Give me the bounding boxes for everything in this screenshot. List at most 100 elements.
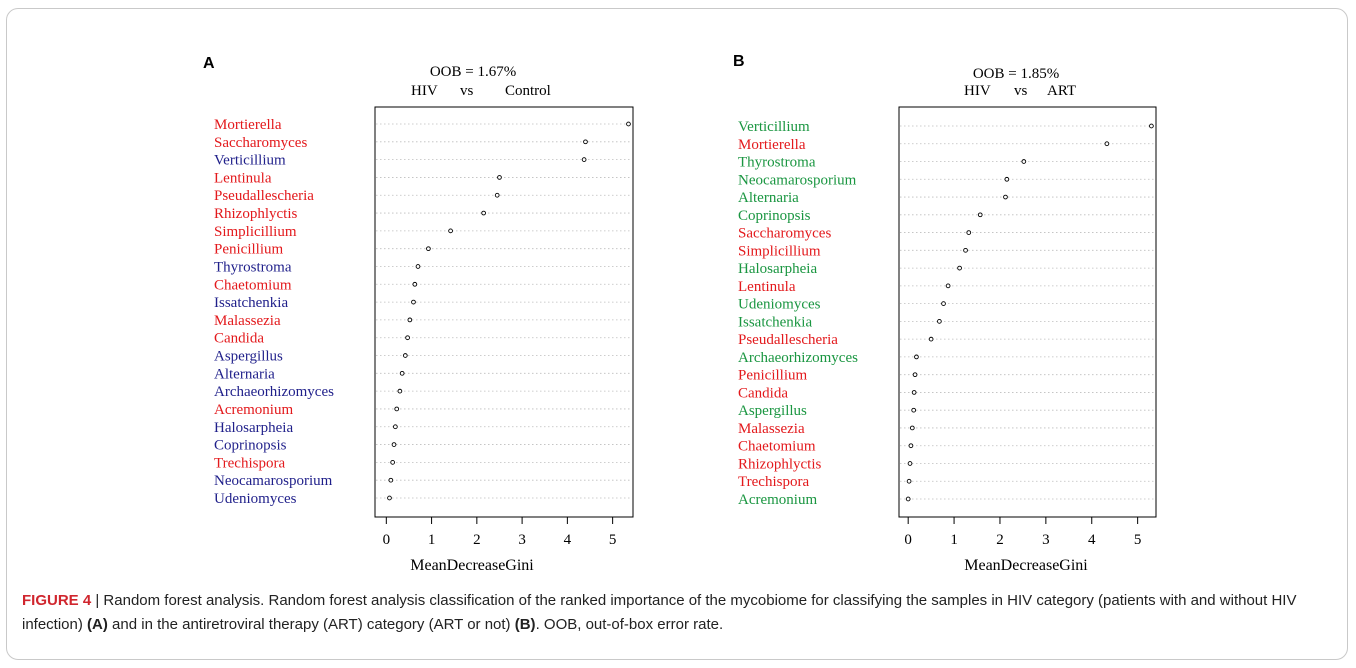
panel-a-vs-label: vs [460, 83, 474, 99]
panel-a-label-udeniomyces: Udeniomyces [214, 491, 297, 507]
panel-a-label-halosarpheia: Halosarpheia [214, 420, 293, 436]
panel-a-label-issatchenkia: Issatchenkia [214, 295, 288, 311]
panel-a-label-acremonium: Acremonium [214, 402, 293, 418]
panel-b-point-coprinopsis [977, 212, 983, 218]
panel-a-label-trechispora: Trechispora [214, 455, 285, 471]
panel-a-point-thyrostroma [415, 264, 421, 269]
panel-b-label-udeniomyces: Udeniomyces [738, 297, 821, 313]
panel-a-point-rhizophlyctis [481, 210, 486, 216]
panel-a-tick-label: 2 [473, 532, 481, 548]
panel-a-group1-label: HIV [411, 83, 438, 99]
panel-b-point-trechispora [906, 478, 912, 484]
panel-b-tick-label: 2 [996, 532, 1004, 548]
panel-a-point-simplicillium [448, 228, 453, 234]
panel-b-letter: B [733, 53, 745, 70]
panel-a-label-pseudallescheria: Pseudallescheria [214, 188, 314, 204]
caption-ref-a: (A) [87, 616, 108, 633]
caption-figure-label: FIGURE 4 [22, 592, 92, 609]
panel-a-point-pseudallescheria [494, 192, 500, 198]
panel-b-label-candida: Candida [738, 385, 788, 401]
panel-b-tick-label: 5 [1134, 532, 1142, 548]
panel-b-label-lentinula: Lentinula [738, 279, 796, 295]
panel-a-point-penicillium [426, 246, 431, 252]
caption-separator: | [91, 592, 104, 609]
panel-a-label-verticillium: Verticillium [214, 153, 286, 169]
panel-b-label-alternaria: Alternaria [738, 190, 799, 206]
panel-a-point-coprinopsis [391, 442, 397, 447]
panel-a-label-coprinopsis: Coprinopsis [214, 438, 287, 454]
panel-a-label-saccharomyces: Saccharomyces [214, 135, 307, 151]
panel-b-label-thyrostroma: Thyrostroma [738, 155, 816, 171]
panel-b-point-neocamarosporium [1004, 176, 1010, 182]
panel-a-point-aspergillus [402, 353, 408, 358]
panel-b-oob-label: OOB = 1.85% [973, 66, 1059, 82]
panel-a-point-issatchenkia [411, 299, 416, 305]
panel-b-point-verticillium [1149, 123, 1154, 129]
panel-a-point-verticillium [581, 157, 587, 162]
panel-a-label-candida: Candida [214, 331, 264, 347]
panel-b-x-axis-label: MeanDecreaseGini [964, 557, 1088, 574]
panel-b-point-aspergillus [911, 407, 917, 413]
panel-a-label-penicillium: Penicillium [214, 242, 283, 258]
panel-a-point-archaeorhizomyces [397, 388, 403, 394]
panel-b-label-pseudallescheria: Pseudallescheria [738, 332, 838, 348]
panel-b-point-malassezia [909, 425, 915, 431]
panel-b-point-saccharomyces [966, 230, 972, 235]
panel-a-label-malassezia: Malassezia [214, 313, 281, 329]
panel-a-point-chaetomium [412, 281, 418, 287]
panel-b-tick-label: 4 [1088, 532, 1096, 548]
panel-b-label-rhizophlyctis: Rhizophlyctis [738, 456, 821, 472]
panel-b-plot-box [898, 106, 1157, 518]
panel-b-point-issatchenkia [937, 319, 942, 324]
panel-a-point-halosarpheia [393, 424, 398, 430]
panel-b-label-malassezia: Malassezia [738, 421, 805, 437]
caption-text-2: and in the antiretroviral therapy (ART) … [107, 616, 515, 633]
panel-b-point-lentinula [945, 283, 951, 289]
panel-b-point-alternaria [1003, 194, 1008, 200]
figure-caption: FIGURE 4 | Random forest analysis. Rando… [22, 589, 1334, 637]
panel-b-label-acremonium: Acremonium [738, 492, 817, 508]
panel-a-point-udeniomyces [387, 495, 392, 501]
panel-b-label-halosarpheia: Halosarpheia [738, 261, 817, 277]
panel-a-point-neocamarosporium [388, 477, 394, 483]
panel-b-label-archaeorhizomyces: Archaeorhizomyces [738, 350, 858, 366]
panel-b-point-thyrostroma [1021, 159, 1027, 164]
panel-b-tick-label: 0 [904, 532, 912, 548]
panel-a-x-axis-label: MeanDecreaseGini [410, 557, 534, 574]
panel-a-label-simplicillium: Simplicillium [214, 224, 297, 240]
panel-a-point-acremonium [394, 406, 400, 412]
panel-a-label-aspergillus: Aspergillus [214, 349, 283, 365]
panel-b-point-pseudallescheria [928, 336, 934, 342]
panel-a-label-lentinula: Lentinula [214, 170, 272, 186]
panel-a-tick-label: 0 [383, 532, 391, 548]
panel-a-group2-label: Control [505, 83, 551, 99]
panel-a-point-lentinula [497, 175, 502, 180]
panel-a-tick-label: 4 [564, 532, 572, 548]
panel-a-point-alternaria [399, 370, 405, 376]
panel-b-label-saccharomyces: Saccharomyces [738, 226, 831, 242]
panel-b-point-simplicillium [963, 247, 968, 253]
panel-b-label-issatchenkia: Issatchenkia [738, 314, 812, 330]
panel-b-label-mortierella: Mortierella [738, 137, 806, 153]
panel-b-point-candida [911, 390, 917, 395]
panel-b-vs-label: vs [1014, 83, 1028, 99]
panel-a-point-candida [405, 335, 410, 341]
panel-a-tick-label: 5 [609, 532, 617, 548]
panel-b-point-halosarpheia [957, 265, 962, 271]
panel-b-group2-label: ART [1047, 83, 1076, 99]
panel-a-tick-label: 3 [518, 532, 526, 548]
panel-a-point-saccharomyces [583, 139, 588, 145]
panel-a-tick-label: 1 [428, 532, 436, 548]
panel-a-letter: A [203, 55, 215, 72]
panel-a-point-trechispora [390, 460, 396, 465]
panel-a-label-archaeorhizomyces: Archaeorhizomyces [214, 384, 334, 400]
caption-text-3: . OOB, out-of-box error rate. [535, 616, 724, 633]
panel-a-label-mortierella: Mortierella [214, 117, 282, 133]
panel-b-tick-label: 1 [950, 532, 958, 548]
panel-b-label-simplicillium: Simplicillium [738, 243, 821, 259]
panel-b-label-coprinopsis: Coprinopsis [738, 208, 811, 224]
panel-b-tick-label: 3 [1042, 532, 1050, 548]
panel-a-oob-label: OOB = 1.67% [430, 64, 516, 80]
caption-text-1: Random forest analysis. Random forest an… [22, 592, 1297, 633]
figure-frame [6, 8, 1348, 660]
